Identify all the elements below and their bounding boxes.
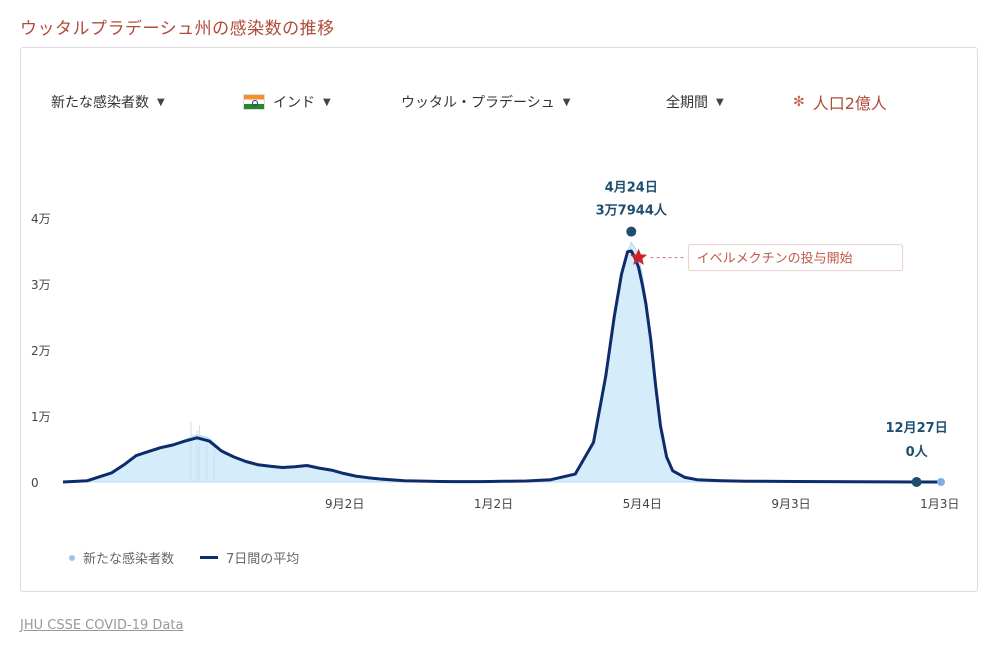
region-label: ウッタル・プラデーシュ [401, 95, 555, 111]
country-dropdown[interactable]: インド ▼ [243, 86, 331, 118]
end-point-marker [937, 478, 945, 486]
data-source-link[interactable]: JHU CSSE COVID-19 Data [20, 618, 184, 633]
period-label: 全期間 [666, 95, 708, 111]
legend-label-7day-average: 7日間の平均 [226, 552, 300, 567]
chart-toolbar: 新たな感染者数 ▼ インド ▼ ウッタル・プラデーシュ ▼ 全期間 ▼ ✻ 人口… [21, 86, 977, 118]
series-layer [62, 241, 941, 484]
x-tick-label: 9月2日 [325, 497, 364, 511]
y-tick-label: 3万 [31, 278, 51, 292]
asterisk-icon: ✻ [793, 94, 805, 110]
covid-chart: 0 1万 2万 3万 4万 9月2日 1月2日 5月4日 9月3日 1月3日 4月24日 3万79… [31, 181, 959, 511]
y-tick-label: 0 [31, 476, 39, 490]
legend-item-new-cases[interactable]: 新たな感染者数 [69, 548, 174, 567]
metric-label: 新たな感染者数 [51, 95, 149, 111]
peak-marker [626, 226, 637, 237]
x-tick-label: 1月2日 [474, 497, 513, 511]
page-title: ウッタルプラデーシュ州の感染数の推移 [20, 19, 335, 39]
peak-date-label: 4月24日 [605, 181, 658, 196]
y-tick-label: 1万 [31, 410, 51, 424]
chevron-down-icon: ▼ [157, 96, 165, 108]
metric-dropdown[interactable]: 新たな感染者数 ▼ [51, 86, 165, 118]
india-flag-icon [243, 94, 265, 110]
population-info: ✻ 人口2億人 [793, 86, 887, 118]
star-icon [630, 248, 648, 265]
chart-legend: 新たな感染者数 7日間の平均 [69, 548, 299, 567]
annotation-text: イベルメクチンの投与開始 [697, 251, 853, 267]
peak-value-label: 3万7944人 [596, 203, 668, 219]
y-tick-label: 4万 [31, 212, 51, 226]
latest-date-label: 12月27日 [886, 421, 948, 436]
annotation-box [688, 244, 904, 272]
population-label: 人口2億人 [812, 94, 887, 113]
series-area-new-cases [62, 241, 941, 483]
chevron-down-icon: ▼ [562, 96, 571, 108]
chart-card: 新たな感染者数 ▼ インド ▼ ウッタル・プラデーシュ ▼ 全期間 ▼ ✻ 人口… [20, 47, 978, 592]
legend-label-new-cases: 新たな感染者数 [83, 552, 175, 567]
y-tick-label: 2万 [31, 344, 51, 358]
region-dropdown[interactable]: ウッタル・プラデーシュ ▼ [401, 86, 570, 118]
legend-line-icon [200, 556, 219, 559]
x-tick-label: 1月3日 [920, 497, 959, 511]
x-tick-label: 9月3日 [771, 497, 810, 511]
legend-dot-icon [69, 554, 75, 561]
series-line-7day-average [62, 249, 941, 484]
latest-value-label: 0人 [906, 444, 929, 460]
latest-marker [911, 477, 922, 487]
chevron-down-icon: ▼ [323, 96, 331, 108]
period-dropdown[interactable]: 全期間 ▼ [666, 86, 724, 118]
y-axis: 0 1万 2万 3万 4万 [31, 212, 51, 490]
legend-item-7day-average[interactable]: 7日間の平均 [200, 548, 299, 567]
x-tick-label: 5月4日 [623, 497, 662, 511]
chevron-down-icon: ▼ [716, 96, 724, 108]
x-axis: 9月2日 1月2日 5月4日 9月3日 1月3日 [325, 497, 959, 511]
country-label: インド [273, 95, 315, 111]
